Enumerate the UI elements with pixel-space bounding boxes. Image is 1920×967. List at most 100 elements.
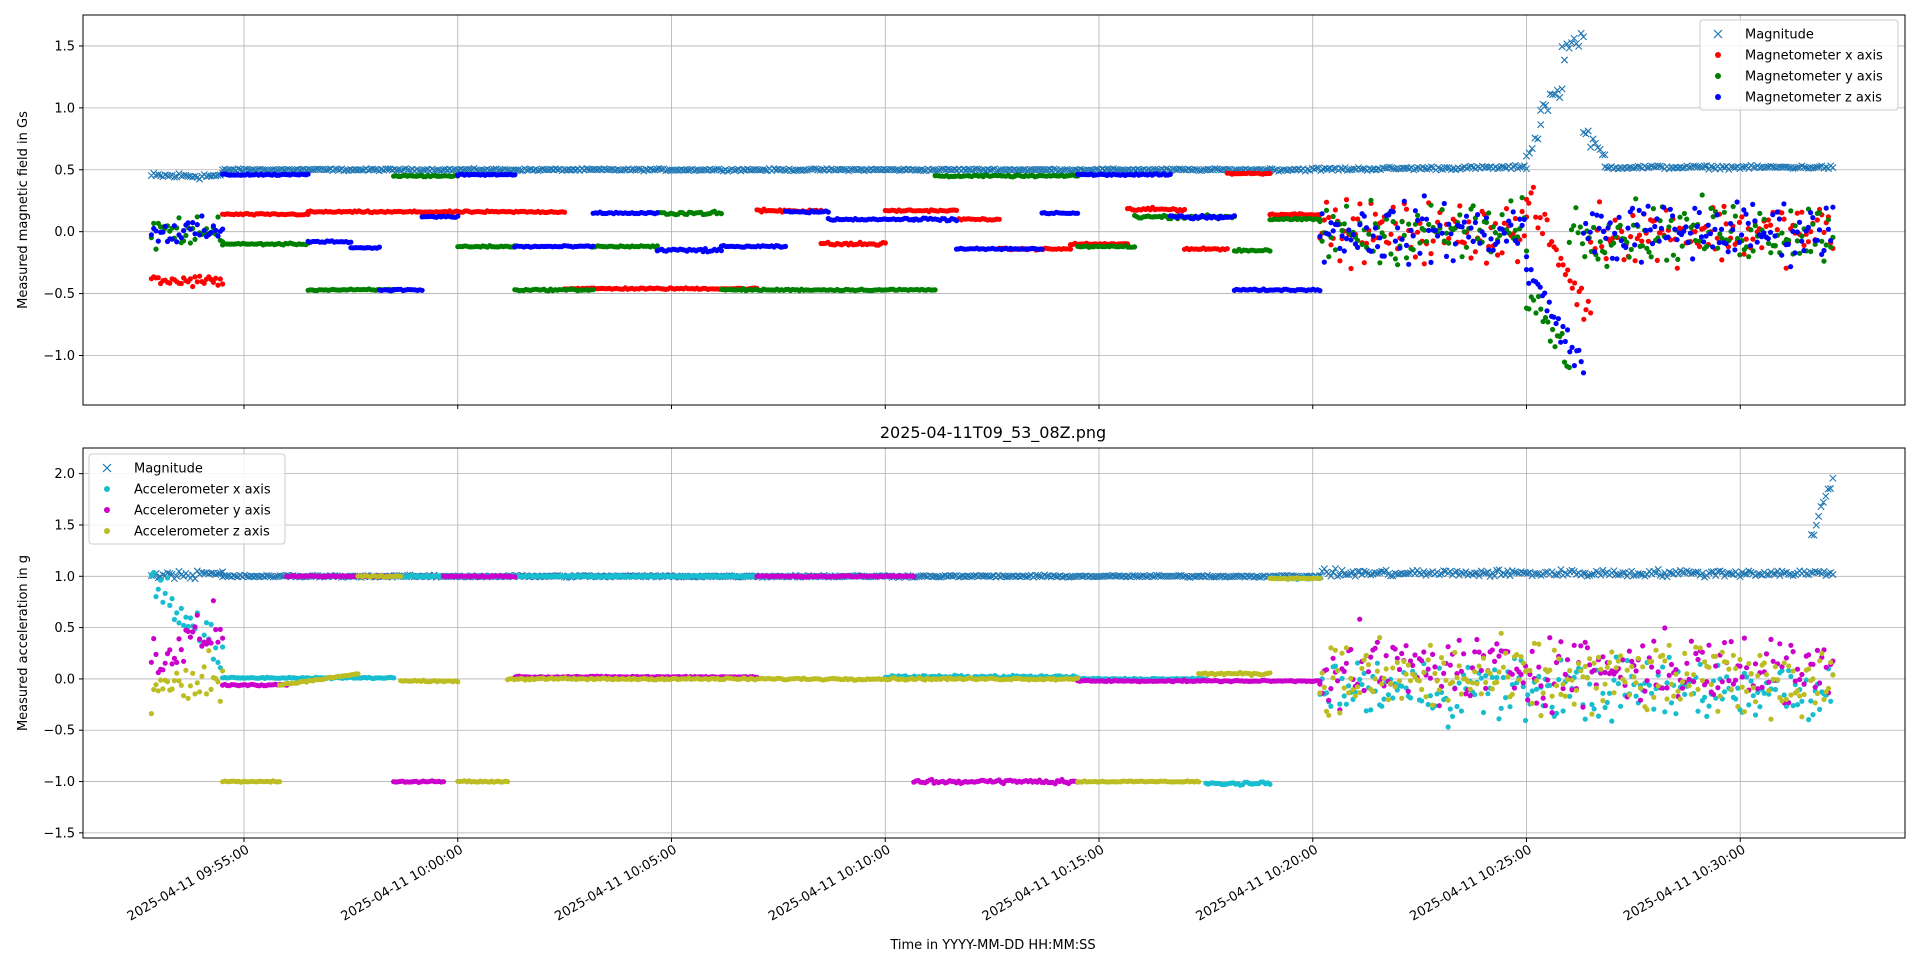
magnetometer-data-point bbox=[1555, 316, 1561, 322]
magnetometer-data-point bbox=[1475, 212, 1481, 218]
magnetometer-data-point bbox=[1448, 231, 1454, 237]
accelerometer-data-point bbox=[1392, 684, 1398, 690]
magnetometer-data-point bbox=[1326, 254, 1332, 260]
magnetometer-data-point bbox=[1506, 218, 1512, 224]
magnetometer-data-point bbox=[1519, 222, 1525, 228]
magnetometer-data-point bbox=[1550, 326, 1556, 333]
magnetometer-data-point bbox=[1526, 306, 1532, 312]
accelerometer-data-point bbox=[1377, 635, 1383, 641]
magnetometer-data-point bbox=[1350, 216, 1356, 222]
magnetometer-legend-box bbox=[1699, 19, 1899, 111]
accelerometer-data-point bbox=[1396, 678, 1403, 684]
accelerometer-data-point bbox=[1790, 649, 1796, 655]
magnetometer-data-point bbox=[1537, 215, 1543, 221]
accelerometer-data-point bbox=[1478, 667, 1484, 674]
accelerometer-data-point bbox=[1553, 683, 1560, 689]
magnetometer-data-point bbox=[1708, 205, 1714, 211]
magnetometer-data-point bbox=[1339, 227, 1345, 234]
magnetometer-data-point bbox=[1343, 197, 1350, 203]
magnetometer-data-point bbox=[1346, 227, 1352, 233]
magnetometer-series-2 bbox=[148, 172, 1836, 371]
magnetometer-data-point bbox=[1646, 249, 1652, 255]
accelerometer-data-point bbox=[1562, 693, 1568, 699]
magnetometer-data-point bbox=[1616, 214, 1622, 220]
accelerometer-data-point bbox=[1441, 660, 1447, 666]
accelerometer-y-tick-label: −0.5 bbox=[43, 724, 75, 739]
magnetometer-data-point bbox=[1614, 256, 1620, 262]
accelerometer-data-point bbox=[1649, 664, 1655, 670]
magnetometer-data-point bbox=[1788, 264, 1794, 270]
accelerometer-data-point bbox=[151, 686, 157, 693]
magnetometer-data-point bbox=[1540, 318, 1546, 325]
accelerometer-data-point bbox=[185, 628, 191, 635]
accelerometer-data-point bbox=[1706, 664, 1712, 670]
magnetometer-data-point bbox=[1526, 200, 1532, 206]
accelerometer-data-point bbox=[1399, 695, 1405, 701]
accelerometer-data-point bbox=[1671, 693, 1677, 699]
magnetometer-data-point bbox=[1719, 235, 1725, 242]
accelerometer-data-point bbox=[1405, 688, 1411, 695]
magnetometer-data-point bbox=[932, 287, 938, 293]
accelerometer-data-point bbox=[1505, 674, 1511, 680]
magnetometer-data-point bbox=[187, 226, 193, 232]
magnetometer-data-point bbox=[1348, 237, 1354, 243]
magnetometer-data-point bbox=[1647, 227, 1653, 233]
accelerometer-data-point bbox=[169, 686, 175, 692]
accelerometer-data-point bbox=[1509, 691, 1515, 698]
accelerometer-data-point bbox=[1425, 666, 1431, 672]
accelerometer-data-point bbox=[174, 610, 180, 616]
accelerometer-data-point bbox=[1538, 683, 1544, 689]
accelerometer-data-point bbox=[1635, 655, 1641, 662]
magnetometer-data-point bbox=[1526, 280, 1532, 286]
accelerometer-data-point bbox=[1518, 654, 1524, 660]
magnetometer-data-point bbox=[1506, 230, 1512, 236]
accelerometer-data-point bbox=[1388, 680, 1394, 687]
magnetometer-data-point bbox=[1501, 220, 1507, 226]
magnetometer-data-point bbox=[1792, 250, 1798, 256]
magnetometer-data-point bbox=[1783, 265, 1789, 271]
magnetometer-data-point bbox=[1801, 247, 1807, 254]
accelerometer-data-point bbox=[183, 667, 189, 673]
accelerometer-data-point bbox=[1421, 669, 1427, 676]
accelerometer-data-point bbox=[1423, 694, 1429, 700]
accelerometer-data-point bbox=[1604, 664, 1610, 670]
accelerometer-data-point bbox=[1637, 685, 1644, 691]
accelerometer-data-point bbox=[1350, 687, 1356, 693]
accelerometer-data-point bbox=[1710, 691, 1717, 698]
magnetometer-data-point bbox=[996, 216, 1002, 222]
magnetometer-data-point bbox=[1406, 261, 1412, 267]
magnetometer-data-point bbox=[171, 223, 177, 229]
accelerometer-data-point bbox=[1267, 670, 1273, 676]
magnetometer-data-point bbox=[1323, 199, 1330, 205]
accelerometer-data-point bbox=[1361, 687, 1367, 694]
magnetometer-data-point bbox=[1406, 221, 1412, 227]
accelerometer-data-point bbox=[1644, 707, 1650, 713]
accelerometer-data-point bbox=[1560, 708, 1566, 714]
accelerometer-data-point bbox=[1830, 672, 1836, 678]
magnetometer-data-point bbox=[1319, 238, 1325, 244]
magnetometer-data-point bbox=[1412, 254, 1418, 260]
accelerometer-data-point bbox=[1545, 677, 1551, 683]
magnetometer-data-point bbox=[1335, 222, 1341, 228]
accelerometer-data-point bbox=[1553, 710, 1560, 717]
magnetometer-data-point bbox=[1435, 233, 1441, 239]
accelerometer-data-point bbox=[169, 596, 175, 602]
accelerometer-data-point bbox=[181, 622, 187, 629]
accelerometer-data-point bbox=[1427, 693, 1433, 699]
accelerometer-data-point bbox=[1675, 688, 1681, 694]
magnetometer-data-point bbox=[1654, 216, 1660, 222]
magnetometer-data-point bbox=[1421, 193, 1427, 199]
magnetometer-data-point bbox=[210, 279, 216, 285]
magnetometer-data-point bbox=[1588, 310, 1594, 316]
accelerometer-data-point bbox=[1474, 681, 1480, 687]
accelerometer-data-point bbox=[1385, 697, 1391, 703]
magnetometer-data-point bbox=[192, 274, 198, 280]
accelerometer-data-point bbox=[1556, 656, 1562, 662]
accelerometer-data-point bbox=[1412, 652, 1418, 658]
accelerometer-data-point bbox=[1644, 678, 1650, 684]
magnetometer-data-point bbox=[1401, 198, 1407, 204]
accelerometer-data-point bbox=[1679, 679, 1686, 685]
accelerometer-data-point bbox=[1821, 696, 1827, 703]
magnetometer-data-point bbox=[210, 223, 216, 229]
accelerometer-data-point bbox=[1461, 651, 1467, 657]
